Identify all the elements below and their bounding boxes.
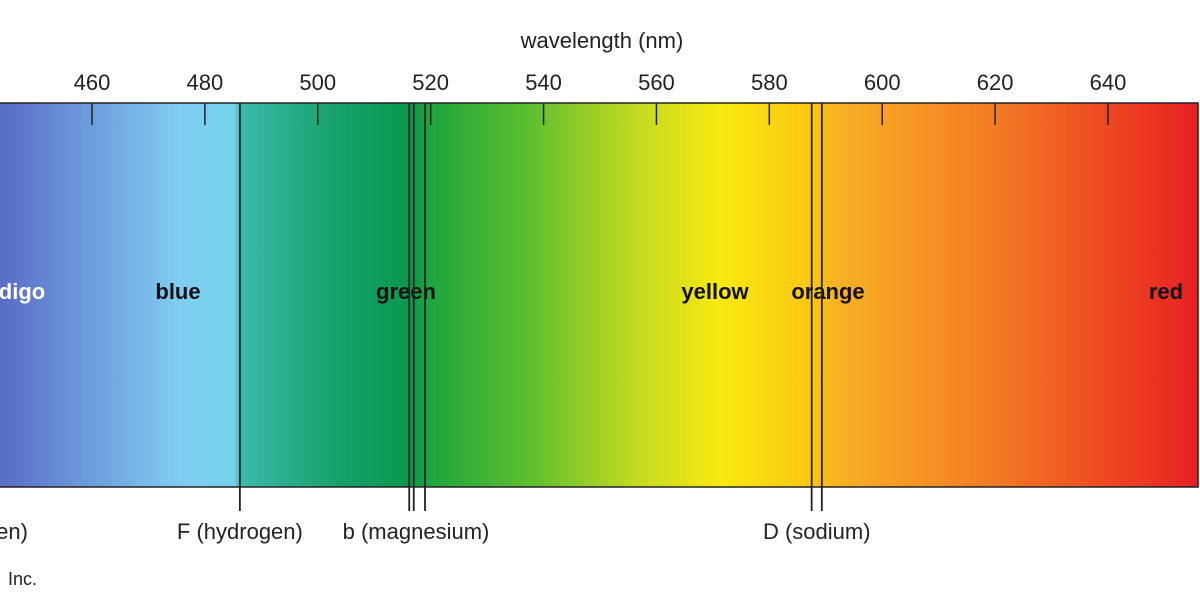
- x-tick-label: 560: [638, 70, 675, 95]
- x-tick-label: 460: [74, 70, 111, 95]
- x-tick-label: 580: [751, 70, 788, 95]
- x-tick-label: 540: [525, 70, 562, 95]
- color-name: green: [376, 279, 436, 304]
- spectrum-band: [0, 102, 1199, 488]
- axis-title: wavelength (nm): [520, 28, 684, 53]
- x-tick-label: 600: [864, 70, 901, 95]
- color-name: red: [1149, 279, 1183, 304]
- credit: Inc.: [8, 569, 37, 589]
- color-name: yellow: [681, 279, 749, 304]
- x-tick-label: 640: [1090, 70, 1127, 95]
- x-tick-label: 620: [977, 70, 1014, 95]
- line-label: b (magnesium): [343, 519, 490, 544]
- x-tick-label: 480: [187, 70, 224, 95]
- line-label: en): [0, 519, 28, 544]
- line-label: F (hydrogen): [177, 519, 303, 544]
- line-label: D (sodium): [763, 519, 871, 544]
- color-name: orange: [791, 279, 864, 304]
- color-name: digo: [0, 279, 45, 304]
- x-tick-label: 520: [412, 70, 449, 95]
- x-tick-label: 500: [299, 70, 336, 95]
- color-name: blue: [155, 279, 200, 304]
